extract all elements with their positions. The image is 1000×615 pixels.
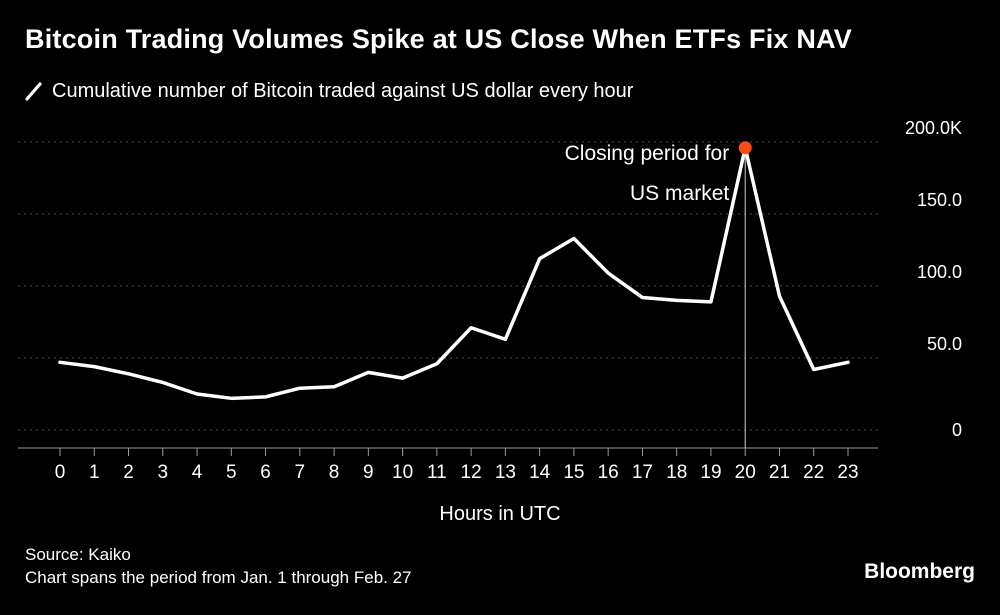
chart-title: Bitcoin Trading Volumes Spike at US Clos… bbox=[25, 24, 852, 54]
x-axis-tick-label: 9 bbox=[363, 462, 374, 483]
source-note: Source: Kaiko bbox=[25, 545, 131, 564]
x-axis-tick-label: 4 bbox=[192, 462, 203, 483]
x-axis-tick-label: 18 bbox=[666, 462, 687, 483]
x-axis-tick-label: 20 bbox=[735, 462, 756, 483]
x-axis-tick-label: 3 bbox=[157, 462, 168, 483]
x-axis-tick-label: 13 bbox=[495, 462, 516, 483]
y-axis-tick-label: 150.0 bbox=[917, 190, 962, 210]
x-axis-tick-label: 6 bbox=[260, 462, 271, 483]
x-axis-tick-label: 1 bbox=[89, 462, 100, 483]
period-note: Chart spans the period from Jan. 1 throu… bbox=[25, 568, 412, 587]
x-axis-tick-label: 2 bbox=[123, 462, 134, 483]
x-axis-tick-label: 11 bbox=[427, 462, 447, 483]
x-axis-tick-label: 0 bbox=[55, 462, 66, 483]
x-axis-tick-label: 8 bbox=[329, 462, 340, 483]
x-axis-tick-label: 7 bbox=[295, 462, 306, 483]
bloomberg-logo: Bloomberg bbox=[864, 560, 975, 583]
x-axis-tick-label: 17 bbox=[632, 462, 653, 483]
x-axis-tick-label: 10 bbox=[392, 462, 413, 483]
x-axis-tick-label: 12 bbox=[461, 462, 482, 483]
legend: Cumulative number of Bitcoin traded agai… bbox=[25, 80, 633, 103]
y-axis-tick-label: 0 bbox=[952, 420, 962, 440]
x-axis-tick-label: 21 bbox=[769, 462, 790, 483]
x-axis-tick-label: 14 bbox=[529, 462, 551, 483]
x-axis-tick-label: 19 bbox=[700, 462, 721, 483]
annotation-text: US market bbox=[630, 182, 729, 205]
line-series-key-icon bbox=[25, 82, 42, 101]
x-axis-tick-label: 23 bbox=[837, 462, 858, 483]
legend-label: Cumulative number of Bitcoin traded agai… bbox=[52, 80, 634, 102]
x-axis-tick-label: 15 bbox=[563, 462, 584, 483]
x-axis-tick-label: 22 bbox=[803, 462, 824, 483]
annotation-text: Closing period for bbox=[565, 142, 730, 165]
y-axis-tick-label: 100.0 bbox=[917, 262, 962, 282]
x-axis-tick-label: 5 bbox=[226, 462, 237, 483]
x-axis-title: Hours in UTC bbox=[439, 503, 561, 525]
volume-line bbox=[58, 146, 850, 401]
footer: Source: Kaiko Chart spans the period fro… bbox=[25, 543, 412, 589]
x-axis-tick-label: 16 bbox=[598, 462, 619, 483]
y-axis-tick-label: 50.0 bbox=[927, 334, 962, 354]
y-axis-tick-label: 200.0K bbox=[905, 118, 962, 138]
peak-marker-dot bbox=[738, 141, 752, 155]
